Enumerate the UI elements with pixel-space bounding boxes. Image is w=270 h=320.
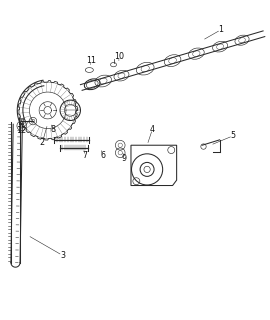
Text: 2: 2: [40, 138, 45, 147]
Text: 8: 8: [50, 124, 56, 134]
Text: 5: 5: [231, 131, 236, 140]
Text: 12: 12: [16, 126, 26, 135]
Text: 3: 3: [60, 251, 65, 260]
Text: 10: 10: [114, 52, 124, 61]
Text: 1: 1: [218, 25, 224, 34]
Text: 9: 9: [122, 154, 127, 163]
Text: 6: 6: [100, 151, 105, 160]
Text: 4: 4: [150, 124, 155, 134]
Text: 7: 7: [83, 151, 88, 160]
Text: 11: 11: [86, 56, 96, 65]
